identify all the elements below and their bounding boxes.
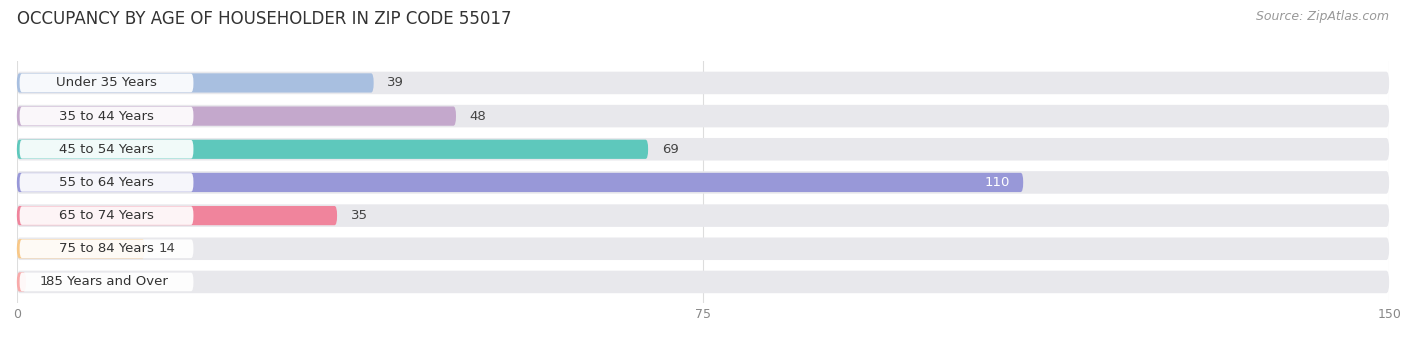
FancyBboxPatch shape — [17, 105, 1389, 128]
FancyBboxPatch shape — [17, 173, 1024, 192]
Text: 1: 1 — [39, 276, 48, 288]
FancyBboxPatch shape — [17, 138, 1389, 161]
FancyBboxPatch shape — [17, 239, 145, 258]
FancyBboxPatch shape — [20, 107, 194, 125]
Text: 85 Years and Over: 85 Years and Over — [45, 276, 167, 288]
Text: 45 to 54 Years: 45 to 54 Years — [59, 143, 155, 156]
FancyBboxPatch shape — [17, 237, 1389, 260]
FancyBboxPatch shape — [20, 206, 194, 225]
Text: 75 to 84 Years: 75 to 84 Years — [59, 242, 155, 255]
FancyBboxPatch shape — [20, 239, 194, 258]
Text: OCCUPANCY BY AGE OF HOUSEHOLDER IN ZIP CODE 55017: OCCUPANCY BY AGE OF HOUSEHOLDER IN ZIP C… — [17, 10, 512, 28]
FancyBboxPatch shape — [20, 173, 194, 192]
FancyBboxPatch shape — [17, 204, 1389, 227]
Text: 35 to 44 Years: 35 to 44 Years — [59, 109, 155, 123]
FancyBboxPatch shape — [17, 171, 1389, 194]
FancyBboxPatch shape — [17, 140, 648, 159]
Text: Under 35 Years: Under 35 Years — [56, 76, 157, 89]
FancyBboxPatch shape — [20, 74, 194, 92]
FancyBboxPatch shape — [17, 106, 456, 126]
Text: 14: 14 — [159, 242, 176, 255]
FancyBboxPatch shape — [17, 73, 374, 92]
Text: 55 to 64 Years: 55 to 64 Years — [59, 176, 155, 189]
FancyBboxPatch shape — [20, 273, 194, 291]
FancyBboxPatch shape — [17, 72, 1389, 94]
Text: Source: ZipAtlas.com: Source: ZipAtlas.com — [1256, 10, 1389, 23]
Text: 39: 39 — [388, 76, 405, 89]
FancyBboxPatch shape — [17, 206, 337, 225]
Text: 110: 110 — [984, 176, 1010, 189]
FancyBboxPatch shape — [17, 272, 27, 292]
Text: 35: 35 — [350, 209, 368, 222]
Text: 65 to 74 Years: 65 to 74 Years — [59, 209, 155, 222]
FancyBboxPatch shape — [17, 271, 1389, 293]
Text: 48: 48 — [470, 109, 486, 123]
Text: 69: 69 — [662, 143, 679, 156]
FancyBboxPatch shape — [20, 140, 194, 159]
